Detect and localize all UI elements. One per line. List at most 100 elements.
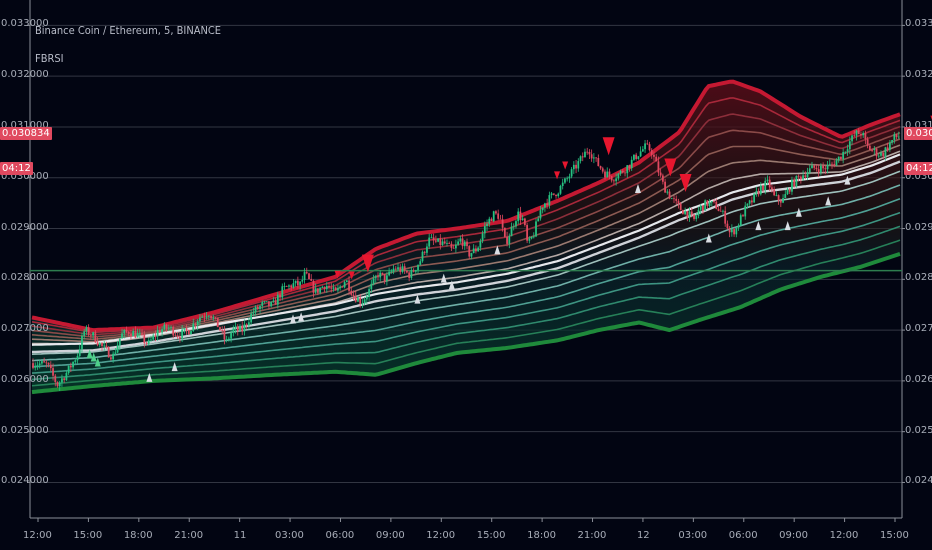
candle-body <box>417 264 419 271</box>
candle-body <box>219 327 221 331</box>
candle-body <box>544 203 546 208</box>
candle-body <box>161 329 163 333</box>
candle-body <box>584 151 586 158</box>
candle-body <box>41 361 43 364</box>
candle-body <box>690 211 693 215</box>
candle-body <box>804 175 807 178</box>
candle-body <box>846 149 849 152</box>
candle-body <box>276 294 279 305</box>
candle-body <box>150 339 152 341</box>
candle-body <box>817 169 820 173</box>
candle-body <box>147 340 150 344</box>
candle-body <box>81 335 83 350</box>
candle-body <box>528 238 531 241</box>
candle-body <box>884 147 887 157</box>
buy-signal-marker <box>171 362 178 372</box>
buy-signal-marker <box>414 294 421 304</box>
candle-body <box>316 288 319 293</box>
candle-body <box>199 317 201 322</box>
candle-body <box>105 345 108 348</box>
candle-body <box>65 372 68 381</box>
candle-body <box>497 213 500 219</box>
candle-body <box>236 326 239 331</box>
candle-body <box>392 268 395 272</box>
candle-body <box>134 330 137 338</box>
candle-body <box>379 272 382 278</box>
candle-body <box>510 226 513 237</box>
candle-body <box>127 331 130 334</box>
candle-body <box>123 329 126 334</box>
candle-body <box>764 180 767 191</box>
candle-body <box>819 165 822 173</box>
candle-body <box>377 276 379 278</box>
candle-body <box>132 330 135 337</box>
candle-body <box>174 335 177 337</box>
candle-body <box>103 345 106 347</box>
candle-body <box>490 218 493 222</box>
y-tick-label: 0.031000 <box>905 119 932 131</box>
candle-body <box>737 225 740 228</box>
y-tick-label: 0.028000 <box>1 272 49 284</box>
candle-body <box>664 181 666 193</box>
candle-body <box>216 317 219 328</box>
candle-body <box>272 300 275 302</box>
candle-body <box>802 175 804 180</box>
candle-body <box>530 236 533 239</box>
candle-body <box>828 163 831 165</box>
candle-body <box>121 333 123 339</box>
x-tick-label: 03:00 <box>275 530 304 541</box>
y-tick-label: 0.033000 <box>1 18 49 30</box>
candle-body <box>419 261 422 265</box>
countdown-tag-right: 04:12 <box>904 162 932 176</box>
candle-body <box>314 288 317 293</box>
candle-body <box>710 201 713 203</box>
candle-body <box>250 313 253 323</box>
candle-body <box>34 366 37 368</box>
candle-body <box>811 165 813 169</box>
upper-band-line <box>31 113 901 336</box>
candle-body <box>136 333 139 338</box>
buy-signal-marker <box>146 372 153 382</box>
band-area <box>32 81 900 393</box>
candle-body <box>546 203 549 206</box>
candle-body <box>626 165 629 174</box>
band-fill <box>32 81 900 393</box>
last-price-tag-right: 0.030834 <box>904 127 932 141</box>
candle-body <box>363 299 366 304</box>
candle-body <box>791 179 793 192</box>
candle-body <box>857 130 860 135</box>
candle-body <box>58 382 61 387</box>
y-tick-label: 0.031000 <box>1 119 49 131</box>
candle-body <box>406 270 408 273</box>
candle-body <box>43 361 46 363</box>
candle-body <box>63 378 66 381</box>
sell-signal-marker <box>664 158 677 177</box>
candle-body <box>499 218 502 220</box>
upper-band-line <box>32 150 901 345</box>
candle-body <box>170 327 172 328</box>
candle-body <box>176 335 179 337</box>
candle-body <box>143 334 146 343</box>
candle-body <box>167 327 170 329</box>
y-tick-label: 0.029000 <box>1 221 49 233</box>
buy-signal-marker <box>844 175 851 185</box>
candle-body <box>227 338 230 340</box>
candle-body <box>864 133 867 140</box>
candle-body <box>826 164 829 170</box>
candle-body <box>586 151 589 153</box>
candle-body <box>283 286 286 287</box>
candle-body <box>848 141 851 150</box>
upper-band-line <box>31 79 901 333</box>
candle-body <box>154 335 157 337</box>
buy-signal-marker <box>494 245 501 255</box>
candle-body <box>288 285 290 287</box>
lower-band-line <box>31 225 901 381</box>
candle-body <box>797 175 800 177</box>
candle-body <box>590 154 593 159</box>
buy-signal-marker <box>448 280 455 290</box>
candle-body <box>38 363 41 366</box>
candle-body <box>704 200 707 211</box>
candle-body <box>290 285 293 288</box>
mid-band-line <box>31 153 901 346</box>
